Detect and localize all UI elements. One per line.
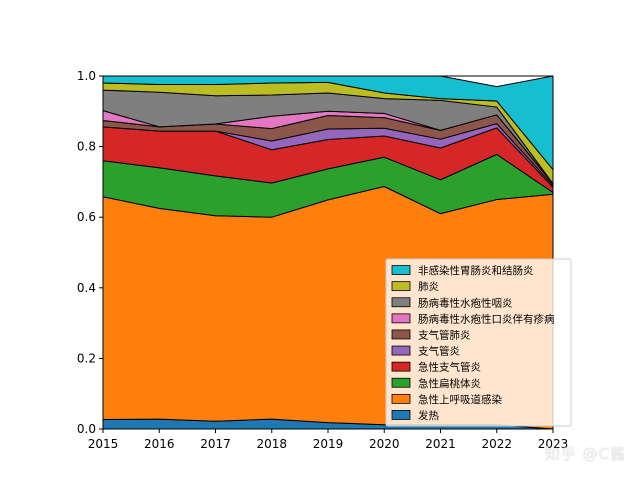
y-tick-label: 0.8 — [77, 140, 96, 154]
legend-label: 非感染性胃肠炎和结肠炎 — [418, 264, 534, 277]
legend-label: 肺炎 — [418, 281, 439, 293]
legend-swatch — [391, 329, 411, 340]
x-tick-label: 2023 — [538, 437, 569, 451]
y-axis-ticks: 0.0 0.2 0.4 0.6 0.8 1.0 — [77, 69, 103, 436]
x-tick-label: 2021 — [425, 437, 456, 451]
legend-label: 发热 — [418, 409, 439, 422]
legend-swatch — [391, 361, 411, 372]
legend-label: 肠病毒性水疱性咽炎 — [418, 296, 513, 309]
legend-label: 肠病毒性水疱性口炎伴有疹病 — [418, 312, 555, 325]
legend-swatch — [391, 345, 411, 356]
legend-swatch — [391, 281, 411, 292]
legend-swatch — [391, 393, 411, 404]
legend-swatch — [391, 313, 411, 324]
y-tick-label: 1.0 — [77, 69, 96, 83]
x-tick-label: 2018 — [256, 437, 287, 451]
x-tick-label: 2017 — [200, 437, 231, 451]
x-tick-label: 2020 — [369, 437, 400, 451]
legend-swatch — [391, 377, 411, 388]
y-tick-label: 0.0 — [77, 422, 96, 436]
y-tick-label: 0.4 — [77, 281, 96, 295]
legend-label: 支气管炎 — [418, 345, 460, 358]
y-tick-label: 0.6 — [77, 210, 96, 224]
legend: 非感染性胃肠炎和结肠炎肺炎肠病毒性水疱性咽炎肠病毒性水疱性口炎伴有疹病支气管肺炎… — [385, 258, 572, 427]
legend-swatch — [391, 410, 411, 420]
x-tick-label: 2022 — [481, 437, 512, 451]
x-tick-label: 2019 — [313, 437, 344, 451]
legend-label: 急性支气管炎 — [418, 361, 481, 374]
watermark-text: 知乎 @C酱 — [544, 445, 626, 463]
x-tick-label: 2015 — [88, 437, 119, 451]
legend-swatch — [391, 297, 411, 308]
legend-label: 支气管肺炎 — [418, 328, 471, 341]
legend-label: 急性扁桃体炎 — [418, 377, 481, 390]
x-tick-label: 2016 — [144, 437, 175, 451]
legend-swatch — [391, 265, 411, 275]
x-axis-ticks: 2015 2016 2017 2018 2019 2020 2021 2022 2023 — [88, 429, 569, 451]
legend-label: 急性上呼吸道感染 — [418, 393, 502, 406]
legend-box — [385, 258, 572, 427]
y-tick-label: 0.2 — [77, 351, 96, 365]
